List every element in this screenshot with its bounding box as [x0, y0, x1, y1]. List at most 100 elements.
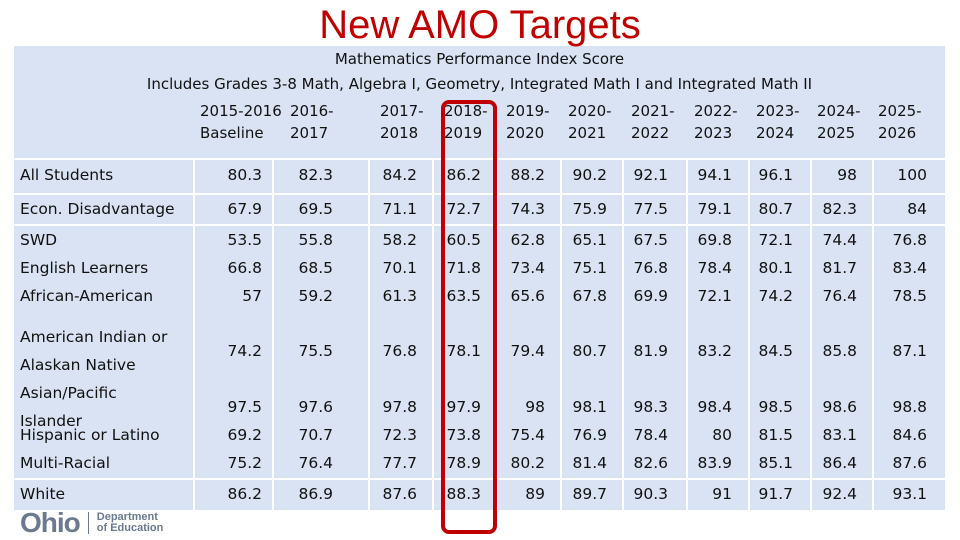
row-label-line-1: Asian/Pacific	[20, 384, 117, 402]
table-cell: 73.4	[510, 259, 545, 277]
table-cell: 72.1	[697, 287, 732, 305]
table-cell: 79.4	[510, 342, 545, 360]
table-cell: 69.8	[697, 231, 732, 249]
table-cell: 61.3	[382, 287, 417, 305]
table-cell: 63.5	[446, 287, 481, 305]
table-cell: 98.4	[697, 398, 732, 416]
table-cell: 65.1	[572, 231, 607, 249]
table-cell: 89	[525, 485, 545, 503]
logo-text: Department of Education	[97, 512, 164, 534]
column-separator	[193, 158, 195, 510]
row-label-line-1: SWD	[20, 231, 58, 249]
table-cell: 67.8	[572, 287, 607, 305]
table-cell: 83.2	[697, 342, 732, 360]
year-header-line-1: 2016-	[290, 102, 334, 120]
row-label-line-2: Alaskan Native	[20, 356, 136, 374]
column-separator	[748, 158, 750, 510]
table-cell: 80.1	[758, 259, 793, 277]
table-cell: 83.9	[697, 454, 732, 472]
table-cell: 76.8	[382, 342, 417, 360]
table-cell: 74.2	[758, 287, 793, 305]
table-cell: 81.5	[758, 426, 793, 444]
table-cell: 81.7	[822, 259, 857, 277]
table-cell: 97.8	[382, 398, 417, 416]
row-label-line-1: White	[20, 485, 66, 503]
table-cell: 77.7	[382, 454, 417, 472]
table-cell: 76.8	[892, 231, 927, 249]
table-cell: 94.1	[697, 166, 732, 184]
table-cell: 82.3	[822, 200, 857, 218]
row-label: Multi-Racial	[20, 449, 110, 477]
table-cell: 74.4	[822, 231, 857, 249]
year-header-line-1: 2021-	[631, 102, 675, 120]
table-cell: 67.5	[633, 231, 668, 249]
row-label: English Learners	[20, 254, 148, 282]
table-cell: 98.8	[892, 398, 927, 416]
table-cell: 85.8	[822, 342, 857, 360]
table-cell: 80.2	[510, 454, 545, 472]
row-label: All Students	[20, 161, 113, 189]
table-cell: 96.1	[758, 166, 793, 184]
year-header-line-1: 2020-	[568, 102, 612, 120]
table-cell: 85.1	[758, 454, 793, 472]
column-separator	[272, 158, 274, 510]
table-cell: 75.4	[510, 426, 545, 444]
year-header-8: 2022- 2023	[694, 100, 738, 144]
table-cell: 82.6	[633, 454, 668, 472]
year-header-line-1: 2022-	[694, 102, 738, 120]
table-cell: 76.8	[633, 259, 668, 277]
table-cell: 80.3	[227, 166, 262, 184]
table-cell: 84.6	[892, 426, 927, 444]
year-header-line-2: Baseline	[200, 124, 264, 142]
year-header-3: 2017- 2018	[380, 100, 424, 144]
table-cell: 55.8	[298, 231, 333, 249]
column-separator	[432, 158, 434, 510]
year-header-1: 2015-2016 Baseline	[200, 100, 282, 144]
column-separator	[560, 158, 562, 510]
table-cell: 74.2	[227, 342, 262, 360]
table-cell: 83.1	[822, 426, 857, 444]
table-cell: 68.5	[298, 259, 333, 277]
table-cell: 90.2	[572, 166, 607, 184]
table-cell: 98.1	[572, 398, 607, 416]
table-cell: 93.1	[892, 485, 927, 503]
table-cell: 83.4	[892, 259, 927, 277]
logo-line-1: Department	[96, 511, 158, 523]
table-cell: 75.5	[298, 342, 333, 360]
year-header-9: 2023- 2024	[756, 100, 800, 144]
row-label-line-1: Multi-Racial	[20, 454, 111, 472]
table-cell: 78.4	[633, 426, 668, 444]
table-cell: 58.2	[382, 231, 417, 249]
table-cell: 53.5	[227, 231, 262, 249]
table-cell: 92.1	[633, 166, 668, 184]
table-cell: 98.6	[822, 398, 857, 416]
table-cell: 98.5	[758, 398, 793, 416]
table-cell: 80.7	[572, 342, 607, 360]
table-cell: 65.6	[510, 287, 545, 305]
table-cell: 75.1	[572, 259, 607, 277]
year-header-line-2: 2018	[380, 124, 419, 142]
year-header-line-2: 2019	[444, 124, 483, 142]
table-cell: 67.9	[227, 200, 262, 218]
table-cell: 91.7	[758, 485, 793, 503]
table-cell: 74.3	[510, 200, 545, 218]
table-cell: 75.9	[572, 200, 607, 218]
table-cell: 60.5	[446, 231, 481, 249]
table-cell: 72.7	[446, 200, 481, 218]
table-cell: 86.9	[298, 485, 333, 503]
table-cell: 86.2	[446, 166, 481, 184]
table-cell: 76.4	[298, 454, 333, 472]
row-separator	[14, 478, 945, 480]
column-separator	[496, 158, 498, 510]
table-cell: 84.2	[382, 166, 417, 184]
row-label: Hispanic or Latino	[20, 421, 160, 449]
row-label-line-1: Hispanic or Latino	[20, 426, 160, 444]
table-cell: 76.9	[572, 426, 607, 444]
table-cell: 79.1	[697, 200, 732, 218]
table-cell: 71.1	[382, 200, 417, 218]
table-cell: 72.3	[382, 426, 417, 444]
year-header-2: 2016- 2017	[290, 100, 334, 144]
table-panel	[14, 46, 945, 510]
table-subtitle-2: Includes Grades 3-8 Math, Algebra I, Geo…	[146, 75, 813, 93]
year-header-line-1: 2018-	[444, 102, 488, 120]
